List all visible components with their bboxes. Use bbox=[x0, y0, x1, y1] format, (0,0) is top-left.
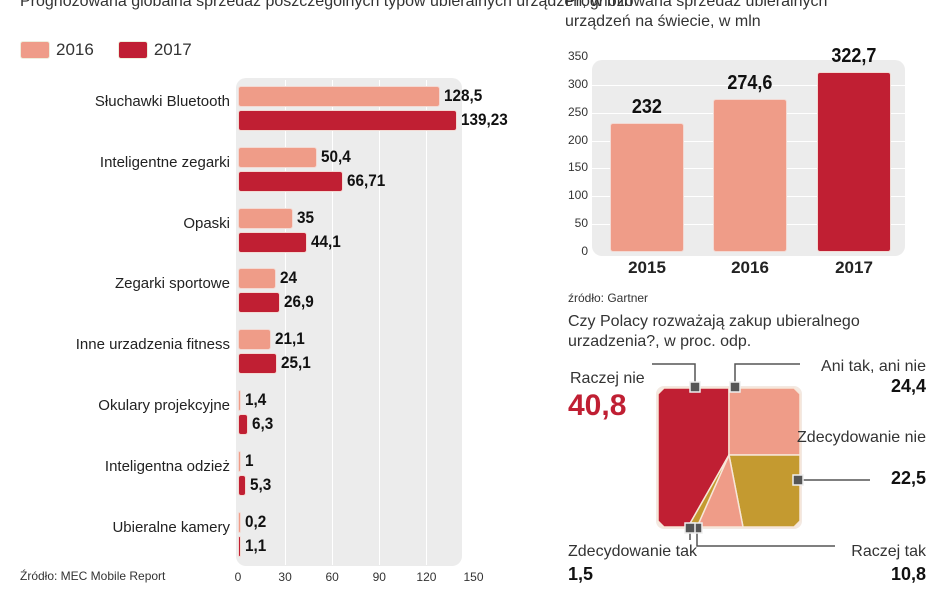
bar-2017 bbox=[238, 353, 278, 375]
leader-marker bbox=[792, 474, 804, 486]
legend-label-2016: 2016 bbox=[56, 40, 94, 59]
bar-value-label: 322,7 bbox=[831, 45, 877, 68]
bar-2017 bbox=[238, 535, 241, 557]
bar-value-label: 0,2 bbox=[245, 511, 267, 531]
bar-value-label: 25,1 bbox=[281, 353, 312, 373]
gridline bbox=[592, 84, 905, 86]
x-category-label: 2017 bbox=[835, 258, 873, 277]
gridline bbox=[473, 80, 475, 565]
x-tick-label: 150 bbox=[463, 570, 484, 584]
y-tick-label: 0 bbox=[581, 244, 588, 258]
bar-value-label: 1 bbox=[245, 450, 254, 470]
bar-value-label: 21,1 bbox=[275, 329, 305, 349]
left-chart-title: Prognozowana globalna sprzedaż poszczegó… bbox=[20, 0, 633, 10]
x-tick-label: 0 bbox=[234, 570, 242, 584]
bar-value-label: 24 bbox=[279, 268, 297, 288]
pie-title: Czy Polacy rozważają zakup ubieralnego u… bbox=[568, 313, 860, 350]
bar-2017 bbox=[238, 110, 457, 131]
x-tick-label: 60 bbox=[325, 570, 339, 584]
bar-value-label: 35 bbox=[296, 207, 314, 227]
category-label: Inteligentne zegarki bbox=[99, 153, 230, 171]
bar-2017 bbox=[238, 414, 248, 435]
gridline bbox=[426, 80, 428, 565]
legend-label-2017: 2017 bbox=[153, 40, 192, 59]
pie-label-zdecydowanie-tak: Zdecydowanie tak bbox=[568, 543, 697, 560]
pie-value-raczej-nie: 40,8 bbox=[568, 389, 627, 422]
category-label: Zegarki sportowe bbox=[114, 275, 230, 293]
category-label: Ubieralne kamery bbox=[112, 518, 230, 536]
bar-2015 bbox=[610, 122, 684, 252]
pie-value-ani-tak-ani-nie: 24,4 bbox=[890, 376, 926, 396]
gridline bbox=[379, 80, 381, 565]
category-label: Inteligentna odzież bbox=[104, 457, 230, 475]
y-tick-label: 300 bbox=[567, 76, 588, 91]
pie-label-zdecydowanie-nie: Zdecydowanie nie bbox=[797, 429, 926, 446]
bar-2016 bbox=[238, 146, 318, 168]
x-tick-label: 90 bbox=[372, 570, 386, 584]
pie-label-raczej-tak: Raczej tak bbox=[851, 543, 926, 560]
bar-value-label: 128,5 bbox=[443, 86, 483, 105]
right-chart-title: Prognozowana sprzedaż ubieralnych urządz… bbox=[565, 0, 828, 30]
leader-marker bbox=[689, 381, 701, 393]
leader-line bbox=[696, 531, 835, 547]
bar-value-label: 5,3 bbox=[250, 474, 272, 494]
bar-value-label: 274,6 bbox=[727, 72, 773, 94]
bar-2016 bbox=[238, 511, 241, 533]
pie-slice-raczej-nie bbox=[657, 387, 730, 528]
category-label: Okulary projekcyjne bbox=[98, 397, 230, 414]
y-tick-label: 100 bbox=[567, 188, 588, 203]
pie-value-zdecydowanie-nie: 22,5 bbox=[890, 468, 926, 488]
leader-line bbox=[734, 363, 800, 384]
bar-value-label: 66,71 bbox=[346, 170, 386, 190]
bar-value-label: 1,1 bbox=[245, 535, 267, 555]
bar-value-label: 44,1 bbox=[311, 231, 342, 251]
bar-value-label: 26,9 bbox=[284, 292, 315, 312]
legend-swatch-2017 bbox=[117, 41, 148, 59]
bar-value-label: 139,23 bbox=[460, 110, 508, 129]
bar-2017 bbox=[238, 170, 343, 192]
category-label: Inne urzadzenia fitness bbox=[75, 336, 230, 354]
bar-2016 bbox=[713, 99, 787, 252]
legend-swatch-2016 bbox=[20, 41, 50, 59]
right-source: źródło: Gartner bbox=[568, 291, 649, 305]
bar-2017 bbox=[238, 231, 308, 253]
pie-label-raczej-nie: Raczej nie bbox=[570, 370, 645, 387]
legend: 2016 2017 bbox=[20, 40, 192, 60]
bar-2017 bbox=[238, 474, 247, 496]
gridline bbox=[332, 80, 334, 565]
bar-2017 bbox=[238, 292, 281, 314]
leader-line bbox=[652, 363, 696, 384]
gridline bbox=[285, 80, 287, 565]
bar-2016 bbox=[238, 268, 276, 290]
leader-marker bbox=[684, 522, 696, 534]
bar-value-label: 1,4 bbox=[245, 390, 267, 409]
bar-2016 bbox=[238, 329, 272, 351]
pie-value-zdecydowanie-tak: 1,5 bbox=[568, 564, 594, 584]
bar-2017 bbox=[817, 72, 891, 252]
category-label: Opaski bbox=[183, 214, 230, 232]
pie-label-ani-tak-ani-nie: Ani tak, ani nie bbox=[821, 358, 926, 375]
bar-value-label: 6,3 bbox=[251, 414, 274, 433]
bar-value-label: 232 bbox=[631, 95, 662, 118]
y-tick-label: 150 bbox=[567, 160, 588, 175]
category-label: Słuchawki Bluetooth bbox=[94, 93, 230, 110]
x-category-label: 2015 bbox=[628, 258, 666, 277]
bar-2016 bbox=[238, 207, 293, 229]
bar-2016 bbox=[238, 450, 241, 472]
y-tick-label: 200 bbox=[567, 132, 588, 147]
y-tick-label: 350 bbox=[567, 49, 588, 63]
bar-2016 bbox=[238, 390, 241, 411]
bar-2016 bbox=[238, 86, 440, 107]
x-tick-label: 30 bbox=[278, 570, 292, 584]
x-tick-label: 120 bbox=[416, 570, 437, 584]
y-tick-label: 250 bbox=[567, 104, 588, 119]
leader-marker bbox=[729, 381, 741, 393]
y-tick-label: 50 bbox=[574, 216, 588, 231]
pie-value-raczej-tak: 10,8 bbox=[890, 564, 926, 584]
left-source: Źródło: MEC Mobile Report bbox=[20, 569, 166, 583]
bar-value-label: 50,4 bbox=[321, 146, 351, 166]
x-category-label: 2016 bbox=[731, 258, 769, 277]
